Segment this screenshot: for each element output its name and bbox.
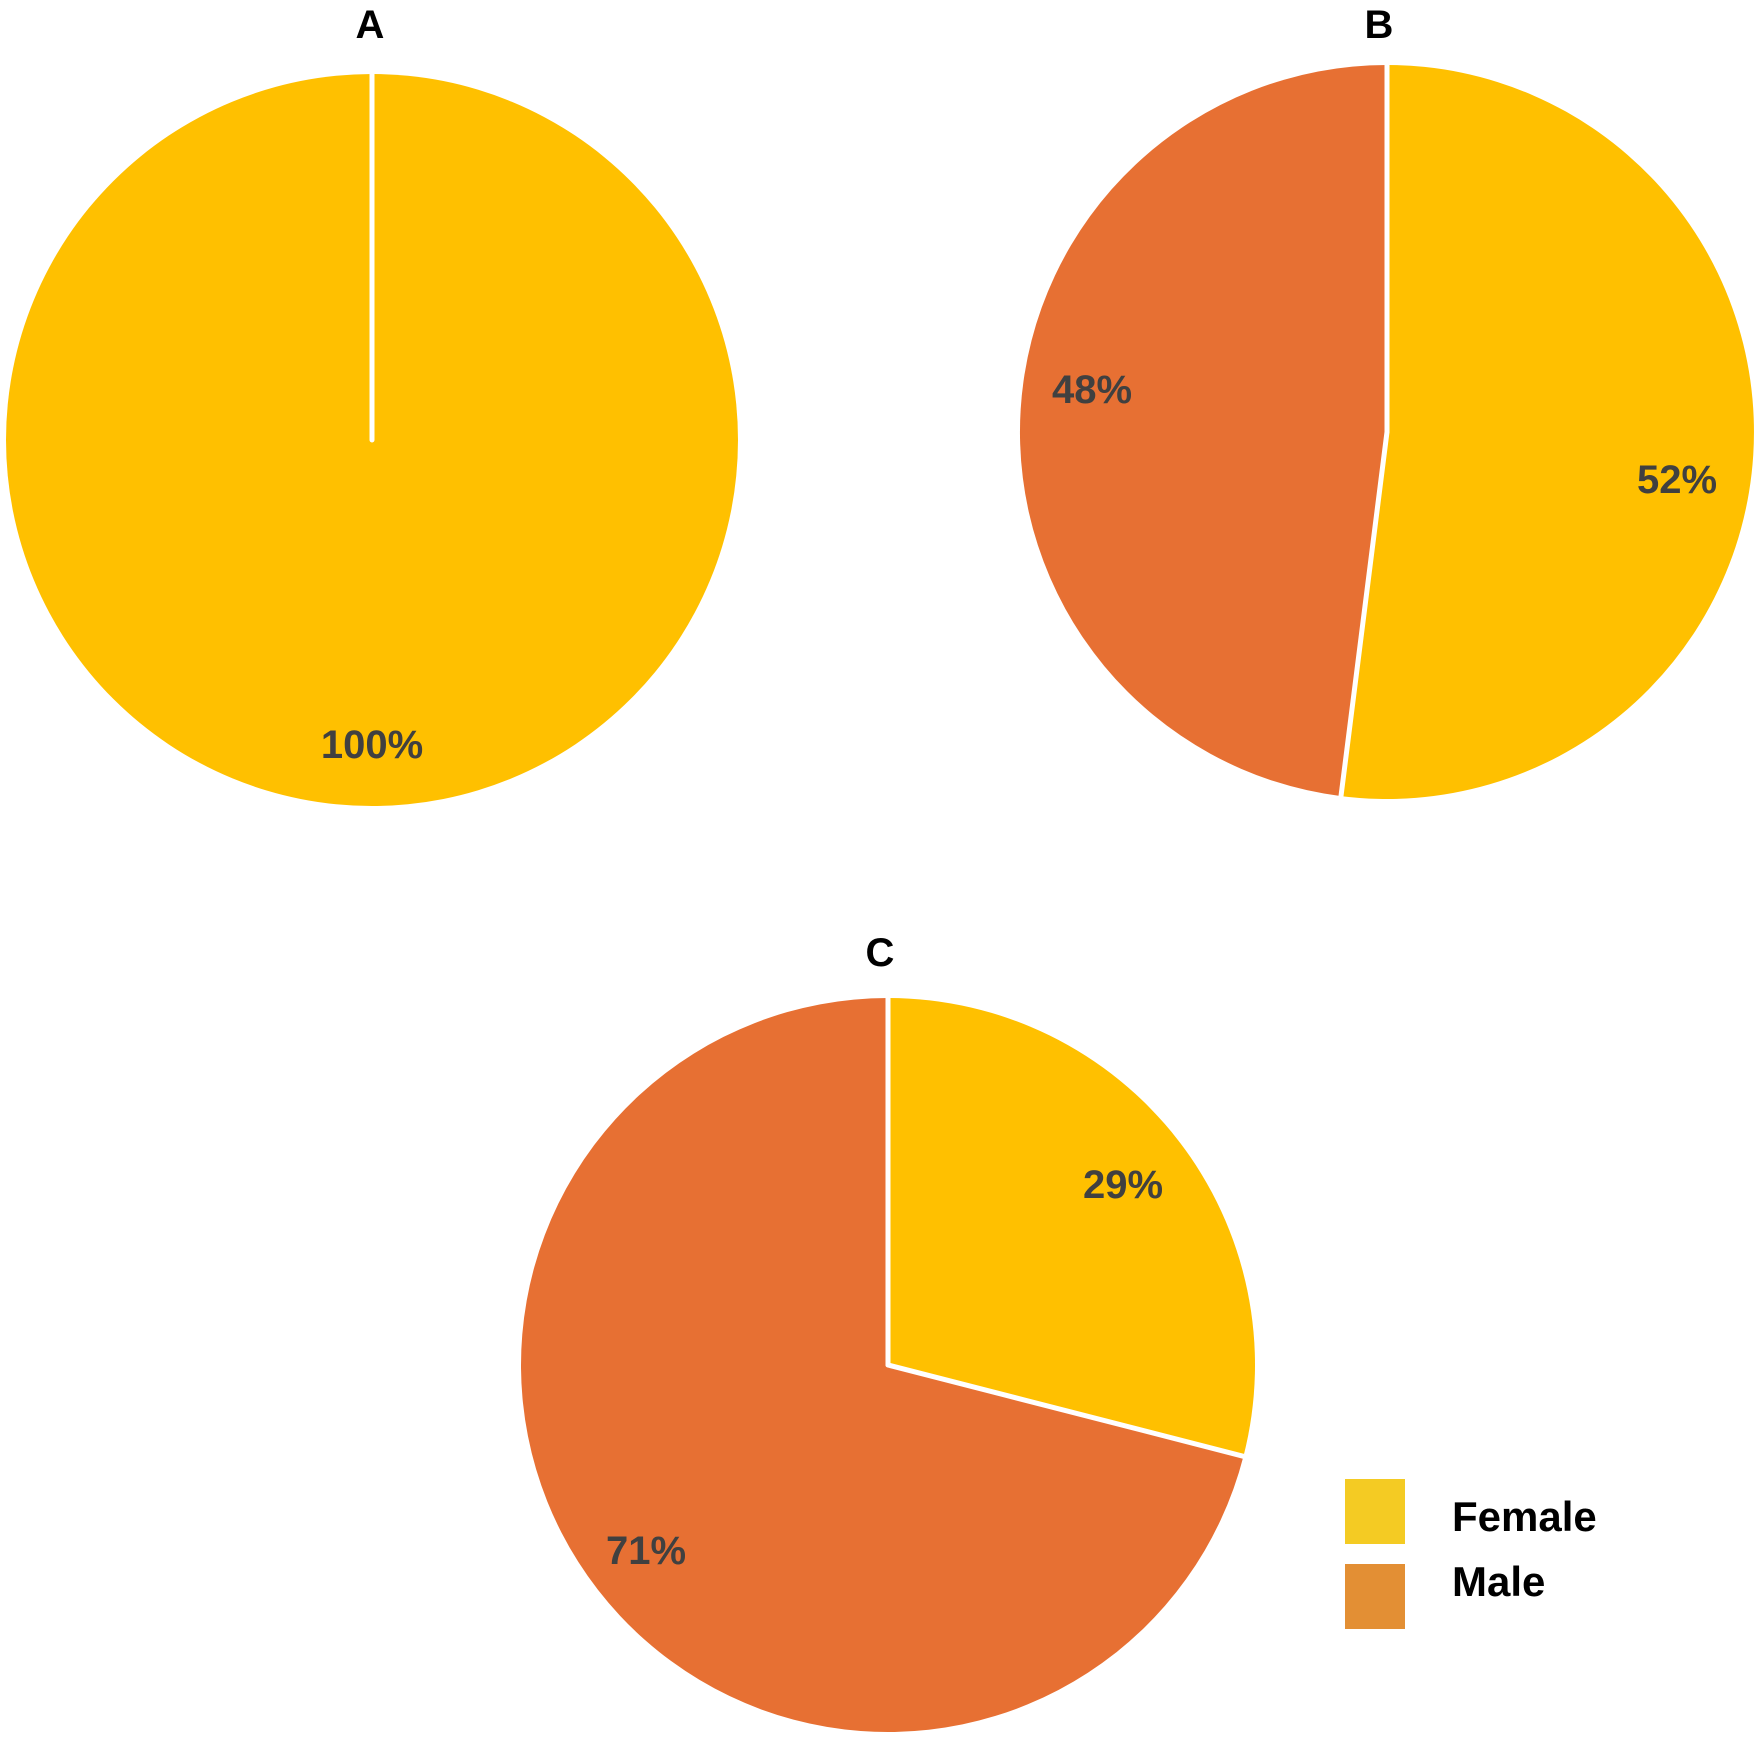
pie-panel-b: B 52% 48% [1019,3,1754,800]
slice-label-female-c: 29% [1083,1163,1163,1207]
legend: Female Male [1345,1479,1597,1629]
legend-label-female: Female [1452,1493,1597,1540]
slice-label-female-b: 52% [1637,458,1717,502]
slice-label-male-b: 48% [1052,368,1132,412]
pie-labels-c: 29% 71% [606,1163,1163,1573]
slice-label-female-a: 100% [321,723,423,767]
slice-separator-line [885,1362,1246,1459]
pie-slices-c [521,995,1256,1732]
slice-separator-line [1338,429,1390,799]
slice-label-male-c: 71% [606,1529,686,1573]
pie-slice-female [888,998,1256,1457]
pie-labels-b: 52% 48% [1052,368,1717,502]
pie-panel-c: C 29% 71% [521,931,1256,1732]
pie-slices-b [1019,62,1754,800]
pie-slice-male [1019,64,1387,797]
pie-slice-male [521,998,1244,1732]
panel-title-b: B [1365,3,1394,47]
legend-label-male: Male [1452,1558,1545,1605]
pie-slices-a [6,71,738,806]
legend-swatch-male [1345,1564,1405,1629]
legend-swatch-female [1345,1479,1405,1544]
pie-slice-female [1341,65,1754,800]
panel-title-a: A [356,3,385,47]
panel-title-c: C [866,931,895,975]
pie-labels-a: 100% [321,723,423,767]
pie-panel-a: A 100% [6,3,738,806]
